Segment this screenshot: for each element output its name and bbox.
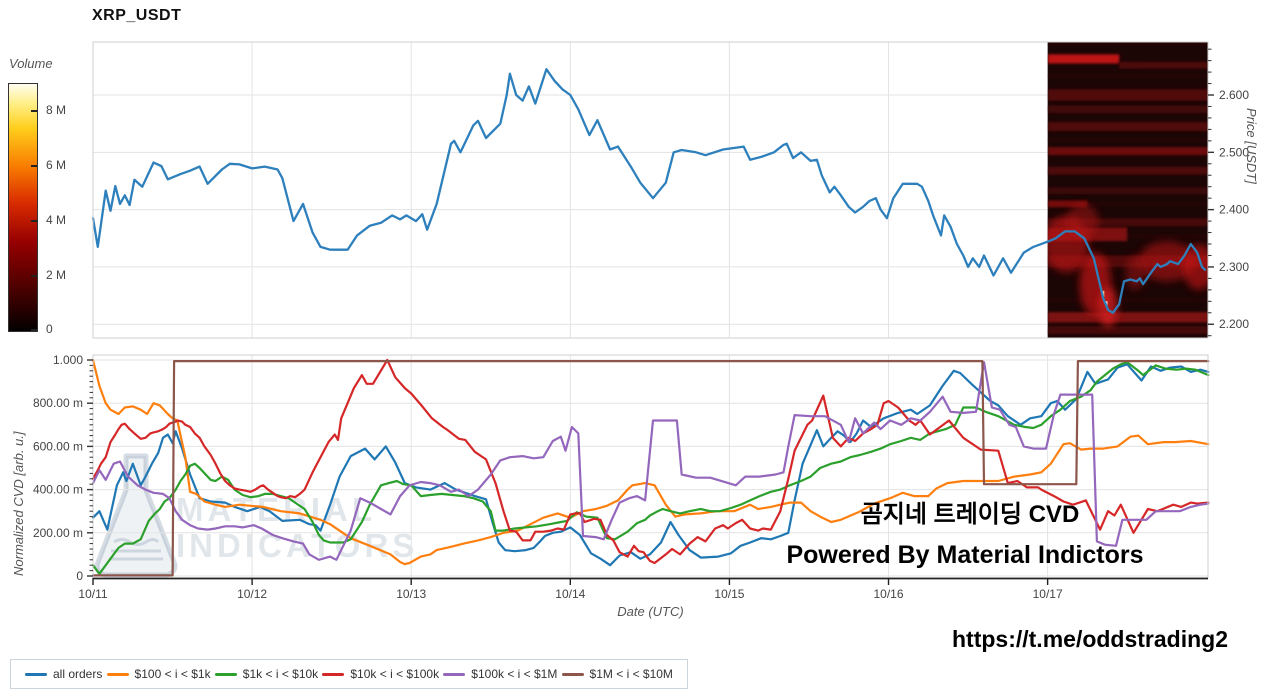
svg-text:2.300: 2.300 xyxy=(1219,260,1249,274)
svg-text:600.00 m: 600.00 m xyxy=(33,439,83,453)
legend: all orders $100 < i < $1k $1k < i < $10k… xyxy=(10,659,688,689)
legend-label: all orders xyxy=(53,667,103,681)
colorbar-tick xyxy=(31,219,37,222)
cvd-axes: 0 200.00 m 400.00 m 600.00 m 800.00 m 1.000 10… xyxy=(33,353,1208,601)
svg-text:800.00 m: 800.00 m xyxy=(33,396,83,410)
legend-label: $1M < i < $10M xyxy=(589,667,673,681)
svg-text:10/11: 10/11 xyxy=(78,587,107,601)
svg-text:200.00 m: 200.00 m xyxy=(33,526,83,540)
legend-label: $10k < i < $100k xyxy=(350,667,440,681)
colorbar-tick xyxy=(31,164,37,167)
cvd-line--100-i-1k xyxy=(91,358,1210,566)
colorbar-tick-label: 2 M xyxy=(46,267,67,282)
svg-text:10/16: 10/16 xyxy=(874,587,904,601)
colorbar-tick-label: 0 xyxy=(46,322,53,336)
colorbar-tick xyxy=(31,109,37,112)
cvd-line-all-orders xyxy=(91,363,1210,567)
legend-swatch-brown xyxy=(561,672,584,676)
legend-label: $1k < i < $10k xyxy=(242,667,319,681)
legend-item-100-1k: $100 < i < $1k xyxy=(106,667,211,681)
svg-text:10/13: 10/13 xyxy=(396,587,426,601)
page-title: XRP_USDT xyxy=(92,7,182,24)
liquidity-heatmap xyxy=(1047,42,1209,338)
colorbar-tick xyxy=(31,329,37,331)
svg-text:10/17: 10/17 xyxy=(1033,587,1063,601)
colorbar-title: Volume xyxy=(9,56,53,71)
colorbar-tick-label: 4 M xyxy=(46,212,67,227)
price-line xyxy=(91,68,1207,314)
svg-text:10/14: 10/14 xyxy=(555,587,585,601)
cvd-frame xyxy=(92,354,1209,579)
svg-text:0: 0 xyxy=(76,569,83,583)
legend-item-1k-10k: $1k < i < $10k xyxy=(214,667,319,681)
price-axis: 2.200 2.300 2.400 2.500 2.600 xyxy=(1208,48,1249,337)
cvd-axis-label: Normalized CVD [arb. u.] xyxy=(11,431,26,577)
svg-text:2.600: 2.600 xyxy=(1219,88,1249,102)
colorbar-tick-label: 6 M xyxy=(46,157,67,172)
colorbar-tick-label: 8 M xyxy=(46,102,67,117)
legend-swatch-red xyxy=(322,672,345,676)
volume-colorbar xyxy=(8,83,38,332)
svg-text:2.200: 2.200 xyxy=(1219,317,1249,331)
price-axis-label: Price [USDT] xyxy=(1244,108,1259,184)
legend-label: $100k < i < $1M xyxy=(471,667,558,681)
legend-swatch-orange xyxy=(106,672,129,676)
cvd-line--1k-i-10k xyxy=(91,361,1210,575)
price-grid xyxy=(93,42,1208,338)
cvd-grid xyxy=(93,355,1208,578)
cvd-line--1M-i-10M xyxy=(91,360,1210,577)
legend-swatch-green xyxy=(214,672,237,676)
legend-swatch-blue xyxy=(25,672,47,676)
date-axis-label: Date (UTC) xyxy=(617,604,684,619)
cvd-line--100k-i-1M xyxy=(91,361,1210,561)
legend-label: $100 < i < $1k xyxy=(134,667,211,681)
svg-text:1.000: 1.000 xyxy=(53,353,83,367)
svg-text:10/15: 10/15 xyxy=(714,587,744,601)
legend-swatch-purple xyxy=(443,672,466,676)
price-frame xyxy=(92,41,1209,339)
svg-text:400.00 m: 400.00 m xyxy=(33,483,83,497)
telegram-url: https://t.me/oddstrading2 xyxy=(952,626,1228,652)
svg-text:10/12: 10/12 xyxy=(237,587,267,601)
colorbar-tick xyxy=(31,274,37,277)
svg-text:2.500: 2.500 xyxy=(1219,145,1249,159)
legend-item-100k-1M: $100k < i < $1M xyxy=(443,667,557,681)
legend-item-all-orders: all orders xyxy=(25,667,102,681)
legend-item-10k-100k: $10k < i < $100k xyxy=(322,667,439,681)
svg-text:2.400: 2.400 xyxy=(1219,203,1249,217)
legend-item-1M-10M: $1M < i < $10M xyxy=(561,667,673,681)
